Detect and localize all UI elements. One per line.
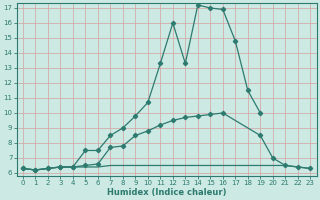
X-axis label: Humidex (Indice chaleur): Humidex (Indice chaleur) [107,188,226,197]
